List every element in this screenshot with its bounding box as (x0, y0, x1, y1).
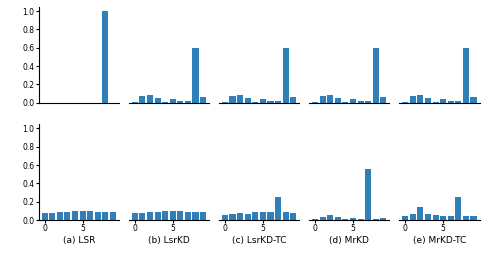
Bar (170, 211, 176, 220)
Bar (41, 213, 48, 220)
Bar (245, 98, 251, 103)
Bar (282, 48, 289, 103)
Bar (335, 217, 341, 220)
Bar (155, 212, 161, 220)
Bar (268, 101, 273, 103)
Bar (155, 98, 161, 103)
Bar (222, 215, 228, 220)
Bar (80, 211, 86, 220)
Bar (380, 218, 387, 220)
Bar (425, 98, 431, 103)
Bar (200, 97, 206, 103)
Bar (402, 102, 408, 103)
Bar (410, 96, 416, 103)
Bar (327, 95, 333, 103)
Bar (162, 211, 168, 220)
Bar (402, 216, 408, 220)
Bar (350, 218, 356, 220)
Bar (365, 169, 371, 220)
Bar (102, 212, 108, 220)
Bar (139, 213, 146, 220)
Bar (432, 216, 439, 220)
Bar (200, 212, 206, 220)
Bar (470, 216, 477, 220)
Bar (432, 102, 439, 103)
Bar (275, 197, 281, 220)
Bar (455, 197, 461, 220)
Bar (177, 211, 183, 220)
Bar (440, 216, 446, 220)
Bar (417, 95, 423, 103)
Bar (185, 212, 191, 220)
Bar (373, 48, 379, 103)
Bar (275, 101, 281, 103)
Bar (229, 96, 236, 103)
X-axis label: (e) MrKD-TC: (e) MrKD-TC (413, 236, 466, 245)
Bar (425, 214, 431, 220)
Bar (463, 48, 469, 103)
Bar (185, 101, 191, 103)
Bar (252, 212, 258, 220)
X-axis label: (b) LsrKD: (b) LsrKD (148, 236, 190, 245)
Bar (237, 95, 243, 103)
Bar (320, 217, 326, 220)
Bar (260, 99, 266, 103)
Bar (245, 214, 251, 220)
Bar (95, 212, 101, 220)
Bar (72, 211, 78, 220)
Bar (312, 102, 318, 103)
Bar (342, 102, 348, 103)
Bar (358, 101, 363, 103)
Bar (49, 213, 55, 220)
Bar (455, 101, 461, 103)
Bar (132, 213, 138, 220)
Bar (252, 102, 258, 103)
Bar (373, 219, 379, 220)
Bar (229, 214, 236, 220)
Bar (147, 212, 153, 220)
Bar (448, 216, 454, 220)
Bar (162, 102, 168, 103)
Bar (65, 212, 70, 220)
Bar (350, 99, 356, 103)
Bar (222, 102, 228, 103)
Bar (170, 99, 176, 103)
Bar (282, 212, 289, 220)
Bar (192, 212, 199, 220)
Bar (365, 101, 371, 103)
Bar (290, 213, 296, 220)
Bar (147, 95, 153, 103)
Bar (139, 96, 146, 103)
Bar (448, 101, 454, 103)
Bar (268, 212, 273, 220)
Bar (417, 207, 423, 220)
Bar (342, 219, 348, 220)
Bar (192, 48, 199, 103)
Bar (463, 216, 469, 220)
Bar (327, 216, 333, 220)
Bar (470, 97, 477, 103)
Bar (358, 219, 363, 220)
Bar (110, 212, 116, 220)
Bar (260, 212, 266, 220)
Bar (335, 98, 341, 103)
Bar (290, 97, 296, 103)
X-axis label: (d) MrKD: (d) MrKD (329, 236, 369, 245)
Bar (440, 99, 446, 103)
Bar (410, 214, 416, 220)
X-axis label: (c) LsrKD-TC: (c) LsrKD-TC (232, 236, 286, 245)
Bar (87, 211, 93, 220)
Bar (132, 102, 138, 103)
Bar (320, 96, 326, 103)
Bar (177, 101, 183, 103)
Bar (102, 11, 108, 103)
X-axis label: (a) LSR: (a) LSR (63, 236, 95, 245)
Bar (380, 97, 387, 103)
Bar (237, 213, 243, 220)
Bar (312, 219, 318, 220)
Bar (57, 212, 63, 220)
